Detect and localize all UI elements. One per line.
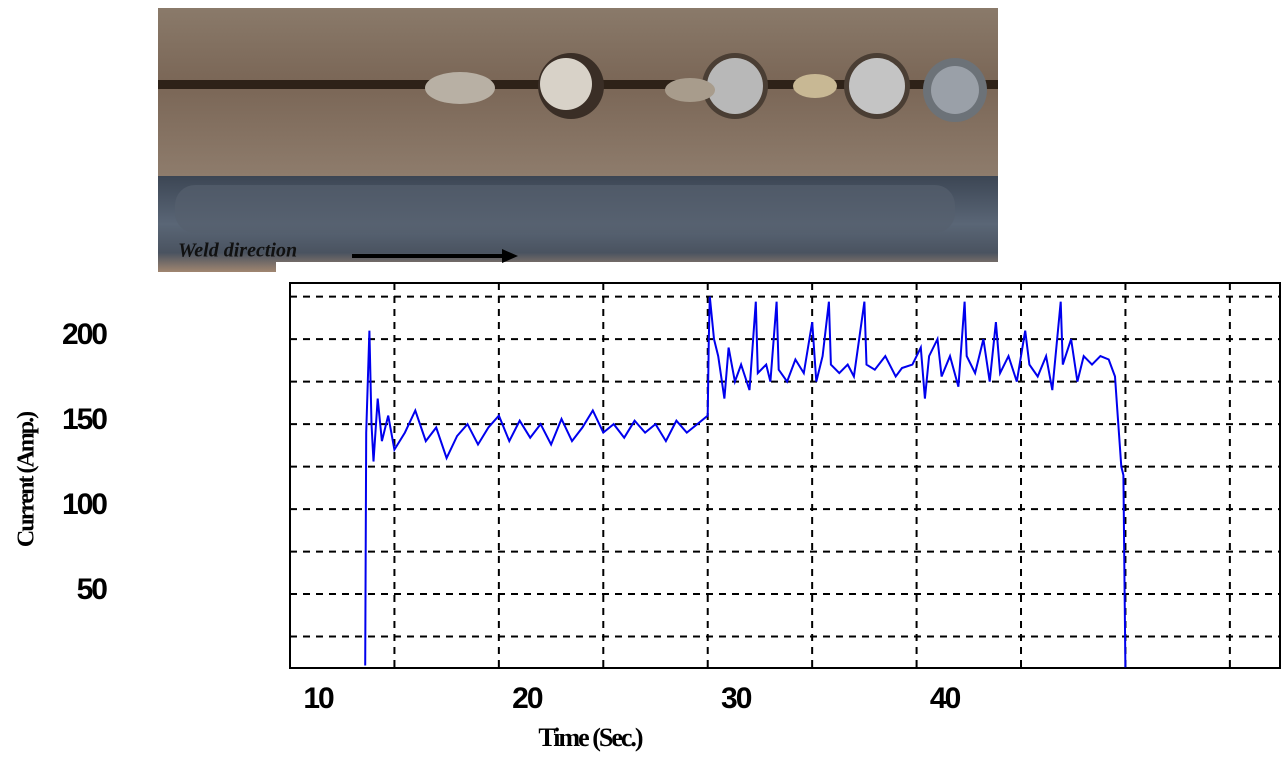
x-tick-label: 10: [303, 682, 334, 715]
x-tick-label: 20: [512, 682, 543, 715]
y-tick-label: 100: [62, 488, 107, 521]
x-tick-label: 40: [930, 682, 961, 715]
y-axis-title: Current (Amp.): [14, 412, 40, 547]
plot: 10 20 30 40 50 100 150 200: [62, 282, 1281, 715]
y-tick-label: 50: [77, 573, 108, 606]
arrow-head: [502, 249, 518, 263]
y-tick-label: 150: [62, 403, 107, 436]
annotation: Weld direction: [178, 240, 297, 262]
x-tick-label: 30: [721, 682, 752, 715]
plot-area: [289, 282, 1281, 669]
current-line: [364, 296, 1127, 668]
weld-photo: Weld direction: [158, 8, 998, 272]
y-tick-label: 200: [62, 318, 107, 351]
x-axis-title: Time (Sec.): [538, 723, 642, 752]
